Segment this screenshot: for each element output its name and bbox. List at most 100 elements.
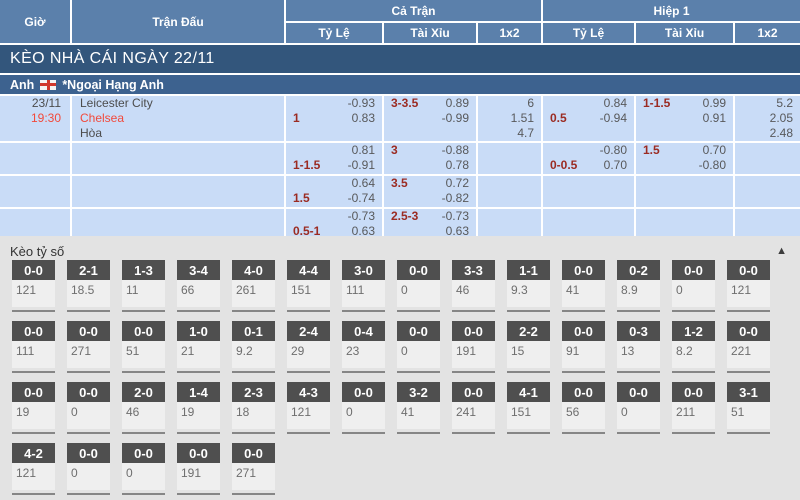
score-odds-cell[interactable]: 4-2 121 [12, 443, 55, 495]
score-label: 1-4 [177, 382, 220, 402]
score-odds-cell[interactable]: 0-0 0 [617, 382, 660, 434]
ft-handicap-odds[interactable]: 0.81 1-1.5 -0.91 [286, 143, 382, 174]
h1-1x2-odds [735, 143, 800, 174]
odds-value: 2.05 [769, 111, 793, 125]
score-odds-cell[interactable]: 0-0 0 [397, 260, 440, 312]
score-odds-cell[interactable]: 2-4 29 [287, 321, 330, 373]
h1-1x2-odds[interactable]: 5.2 2.05 2.48 [735, 96, 800, 141]
score-odds-cell[interactable]: 0-0 191 [177, 443, 220, 495]
score-odds-value: 19 [177, 402, 220, 429]
col-header-ft-odds: Tỷ Lệ [286, 23, 382, 43]
score-odds-cell[interactable]: 0-4 23 [342, 321, 385, 373]
score-odds-cell[interactable]: 0-3 13 [617, 321, 660, 373]
handicap: 1-1.5 [293, 158, 321, 172]
score-label: 0-0 [67, 382, 110, 402]
score-odds-cell[interactable]: 3-2 41 [397, 382, 440, 434]
score-odds-cell[interactable]: 4-1 151 [507, 382, 550, 434]
score-odds-value: 0 [672, 280, 715, 307]
score-odds-cell[interactable]: 0-0 0 [67, 382, 110, 434]
ft-over-under-odds[interactable]: 2.5-3 -0.73 0.63 [384, 209, 476, 236]
h1-over-under-odds[interactable]: 1.5 0.70 -0.80 [636, 143, 733, 174]
ft-handicap-odds[interactable]: 0.64 1.5 -0.74 [286, 176, 382, 207]
h1-handicap-odds[interactable]: -0.80 0-0.5 0.70 [543, 143, 634, 174]
odds-value: 0.70 [603, 158, 627, 172]
score-odds-value: 271 [232, 463, 275, 490]
score-odds-cell[interactable]: 0-0 121 [727, 260, 770, 312]
score-odds-cell[interactable]: 2-0 46 [122, 382, 165, 434]
score-odds-value: 41 [562, 280, 605, 307]
score-row: 0-0 19 0-0 0 2-0 46 1-4 19 2-3 18 4-3 12… [0, 382, 800, 434]
score-odds-cell[interactable]: 0-0 0 [397, 321, 440, 373]
score-odds-value: 111 [342, 280, 385, 307]
score-odds-value: 41 [397, 402, 440, 429]
score-label: 0-0 [397, 260, 440, 280]
score-label: 0-0 [177, 443, 220, 463]
score-odds-cell[interactable]: 0-0 0 [672, 260, 715, 312]
score-odds-cell[interactable]: 1-4 19 [177, 382, 220, 434]
score-label: 0-0 [122, 321, 165, 341]
score-odds-cell[interactable]: 0-0 41 [562, 260, 605, 312]
ft-handicap-odds[interactable]: -0.73 0.5-1 0.63 [286, 209, 382, 236]
score-odds-cell[interactable]: 3-1 51 [727, 382, 770, 434]
score-odds-cell[interactable]: 3-0 111 [342, 260, 385, 312]
score-odds-cell[interactable]: 0-1 9.2 [232, 321, 275, 373]
score-odds-cell[interactable]: 2-1 18.5 [67, 260, 110, 312]
score-label: 2-4 [287, 321, 330, 341]
score-odds-value: 191 [452, 341, 495, 368]
score-label: 1-1 [507, 260, 550, 280]
score-odds-cell[interactable]: 0-0 211 [672, 382, 715, 434]
score-odds-cell[interactable]: 0-0 19 [12, 382, 55, 434]
score-odds-cell[interactable]: 0-2 8.9 [617, 260, 660, 312]
score-label: 4-2 [12, 443, 55, 463]
odds-table: Giờ Trận Đấu Cả Trận Hiệp 1 Tỷ Lệ Tài Xỉ… [0, 0, 800, 236]
score-row: 0-0 111 0-0 271 0-0 51 1-0 21 0-1 9.2 2-… [0, 321, 800, 373]
h1-1x2-odds [735, 176, 800, 207]
score-odds-value: 121 [12, 280, 55, 307]
score-odds-cell[interactable]: 0-0 51 [122, 321, 165, 373]
score-odds-cell[interactable]: 2-2 15 [507, 321, 550, 373]
h1-handicap-odds[interactable]: 0.84 0.5 -0.94 [543, 96, 634, 141]
match-teams[interactable]: Leicester City Chelsea Hòa [72, 96, 284, 141]
h1-1x2-odds [735, 209, 800, 236]
collapse-arrow-icon[interactable]: ▲ [776, 245, 787, 257]
league-bar[interactable]: Anh *Ngoại Hạng Anh [0, 75, 800, 94]
score-odds-cell[interactable]: 0-0 0 [122, 443, 165, 495]
score-odds-cell[interactable]: 0-0 56 [562, 382, 605, 434]
match-date: 23/11 [31, 96, 61, 110]
score-odds-cell[interactable]: 0-0 221 [727, 321, 770, 373]
score-odds-value: 261 [232, 280, 275, 307]
ft-over-under-odds[interactable]: 3-3.5 0.89 -0.99 [384, 96, 476, 141]
score-odds-cell[interactable]: 0-0 0 [342, 382, 385, 434]
score-label: 0-0 [562, 321, 605, 341]
score-odds-cell[interactable]: 3-4 66 [177, 260, 220, 312]
score-odds-cell[interactable]: 1-0 21 [177, 321, 220, 373]
h1-over-under-odds [636, 176, 733, 207]
score-odds-cell[interactable]: 4-0 261 [232, 260, 275, 312]
score-odds-cell[interactable]: 0-0 191 [452, 321, 495, 373]
score-odds-cell[interactable]: 0-0 91 [562, 321, 605, 373]
ft-over-under-odds[interactable]: 3 -0.88 0.78 [384, 143, 476, 174]
match-rows: 23/11 19:30 Leicester City Chelsea Hòa -… [0, 96, 800, 236]
ft-1x2-odds[interactable]: 6 1.51 4.7 [478, 96, 541, 141]
score-odds-cell[interactable]: 0-0 271 [67, 321, 110, 373]
score-odds-cell[interactable]: 0-0 241 [452, 382, 495, 434]
score-odds-cell[interactable]: 0-0 271 [232, 443, 275, 495]
score-odds-cell[interactable]: 3-3 46 [452, 260, 495, 312]
score-odds-cell[interactable]: 1-2 8.2 [672, 321, 715, 373]
odds-value: -0.73 [347, 209, 375, 223]
score-odds-cell[interactable]: 1-3 11 [122, 260, 165, 312]
score-odds-cell[interactable]: 4-4 151 [287, 260, 330, 312]
score-odds-value: 121 [287, 402, 330, 429]
score-odds-cell[interactable]: 0-0 0 [67, 443, 110, 495]
match-time [0, 209, 70, 236]
score-odds-cell[interactable]: 1-1 9.3 [507, 260, 550, 312]
score-odds-cell[interactable]: 2-3 18 [232, 382, 275, 434]
score-label: 3-4 [177, 260, 220, 280]
score-odds-cell[interactable]: 0-0 121 [12, 260, 55, 312]
ft-over-under-odds[interactable]: 3.5 0.72 -0.82 [384, 176, 476, 207]
score-odds-cell[interactable]: 4-3 121 [287, 382, 330, 434]
score-odds-cell[interactable]: 0-0 111 [12, 321, 55, 373]
score-label: 0-0 [672, 382, 715, 402]
h1-over-under-odds[interactable]: 1-1.5 0.99 0.91 [636, 96, 733, 141]
ft-handicap-odds[interactable]: -0.93 1 0.83 [286, 96, 382, 141]
